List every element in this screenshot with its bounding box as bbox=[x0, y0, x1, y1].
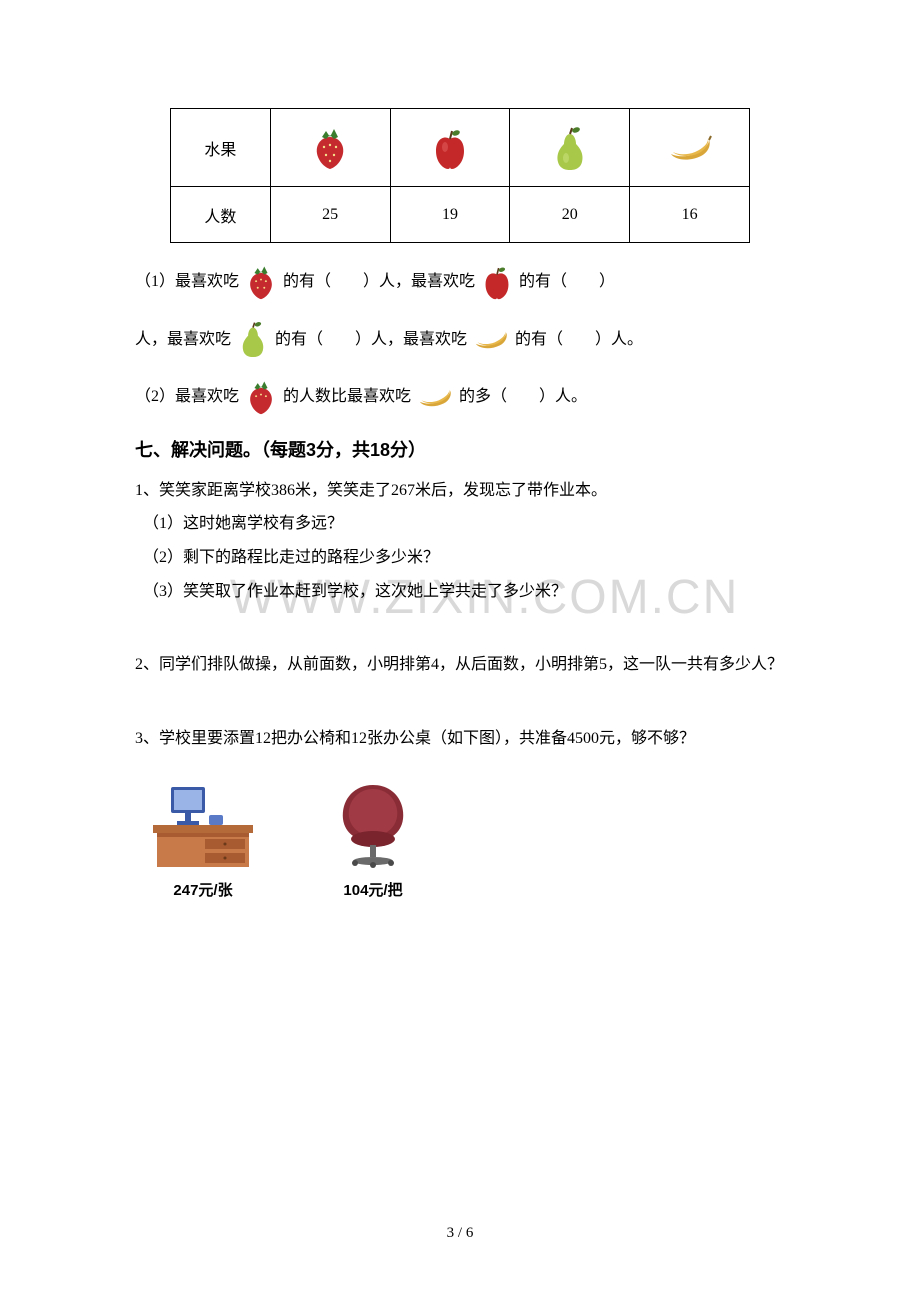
question-1-line-2: 人，最喜欢吃 的有（ ）人，最喜欢吃 的有（ ）人。 bbox=[135, 319, 785, 361]
table-cell-value: 19 bbox=[390, 187, 510, 243]
page-number: 3 / 6 bbox=[0, 1225, 920, 1242]
q2-seg2: 的多（ ）人。 bbox=[459, 376, 587, 418]
table-cell-value: 20 bbox=[510, 187, 630, 243]
q2-seg1: 的人数比最喜欢吃 bbox=[283, 376, 411, 418]
pear-icon bbox=[235, 319, 271, 359]
table-cell-value: 25 bbox=[270, 187, 390, 243]
q1-seg2: 的有（ ） bbox=[519, 261, 615, 303]
strawberry-icon bbox=[243, 378, 279, 416]
chair-caption: 104元/把 bbox=[343, 879, 402, 900]
strawberry-icon bbox=[308, 125, 352, 171]
desk-icon bbox=[143, 773, 263, 873]
question-2-line: （2）最喜欢吃 的人数比最喜欢吃 的多（ ）人。 bbox=[135, 376, 785, 418]
q1-seg3: 的有（ ）人，最喜欢吃 bbox=[275, 319, 467, 361]
banana-icon bbox=[415, 382, 455, 412]
desk-caption: 247元/张 bbox=[173, 879, 232, 900]
table-row-label-2: 人数 bbox=[171, 187, 271, 243]
apple-icon bbox=[479, 263, 515, 301]
desk-item: 247元/张 bbox=[143, 773, 263, 900]
problem-1-1: （1）这时她离学校有多远？ bbox=[135, 507, 785, 541]
table-row-label-1: 水果 bbox=[171, 109, 271, 187]
fruit-table: 水果 bbox=[170, 108, 750, 243]
problem-3: 3、学校里要添置12把办公椅和12张办公桌（如下图），共准备4500元，够不够？ bbox=[135, 722, 785, 756]
banana-icon bbox=[665, 130, 715, 166]
problem-2: 2、同学们排队做操，从前面数，小明排第4，从后面数，小明排第5，这一队一共有多少… bbox=[135, 648, 785, 682]
table-cell-value: 16 bbox=[630, 187, 750, 243]
q1-prefix: （1）最喜欢吃 bbox=[135, 261, 239, 303]
q1-seg4: 的有（ ）人。 bbox=[515, 319, 643, 361]
q1-seg1: 的有（ ）人，最喜欢吃 bbox=[283, 261, 475, 303]
table-cell-strawberry bbox=[270, 109, 390, 187]
problem-1-3: （3）笑笑取了作业本赶到学校，这次她上学共走了多少米？ bbox=[135, 575, 785, 609]
banana-icon bbox=[471, 324, 511, 354]
chair-item: 104元/把 bbox=[323, 773, 423, 900]
table-cell-pear bbox=[510, 109, 630, 187]
strawberry-icon bbox=[243, 263, 279, 301]
pear-icon bbox=[548, 124, 592, 172]
problem-1: 1、笑笑家距离学校386米，笑笑走了267米后，发现忘了带作业本。 bbox=[135, 474, 785, 508]
apple-icon bbox=[428, 125, 472, 171]
chair-icon bbox=[323, 773, 423, 873]
table-cell-apple bbox=[390, 109, 510, 187]
q2-prefix: （2）最喜欢吃 bbox=[135, 376, 239, 418]
section-7-heading: 七、解决问题。（每题3分，共18分） bbox=[135, 436, 785, 462]
problem-1-2: （2）剩下的路程比走过的路程少多少米？ bbox=[135, 541, 785, 575]
question-1-line-1: （1）最喜欢吃 的有（ ）人，最喜欢吃 的有（ ） bbox=[135, 261, 785, 303]
q1-line2-start: 人，最喜欢吃 bbox=[135, 319, 231, 361]
table-cell-banana bbox=[630, 109, 750, 187]
